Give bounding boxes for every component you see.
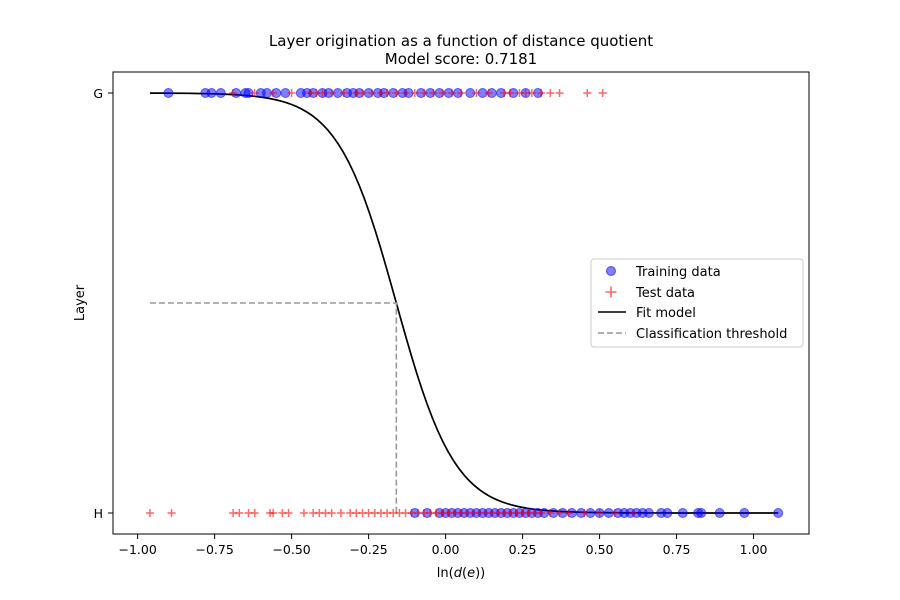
test-point xyxy=(269,89,278,97)
test-point xyxy=(299,509,308,517)
test-point xyxy=(287,89,296,97)
x-axis-label: ln(d(e)) xyxy=(437,566,485,581)
test-point xyxy=(457,89,465,97)
test-point xyxy=(358,89,367,97)
y-tick-label: G xyxy=(93,86,103,101)
chart-subtitle: Model score: 0.7181 xyxy=(385,50,537,68)
test-point xyxy=(229,89,238,97)
test-point xyxy=(598,89,607,97)
training-point xyxy=(206,88,217,98)
training-point xyxy=(739,508,750,518)
training-point xyxy=(773,508,784,518)
test-point xyxy=(392,89,401,97)
test-point xyxy=(420,89,429,97)
training-point xyxy=(215,88,226,98)
test-point xyxy=(318,89,327,97)
x-tick-label: 0.25 xyxy=(509,542,537,557)
x-tick-label: 0.50 xyxy=(586,542,614,557)
x-tick-label: 0.00 xyxy=(432,542,460,557)
y-axis-label: Layer xyxy=(73,284,88,321)
x-tick-label: 0.75 xyxy=(663,542,691,557)
test-point xyxy=(527,89,536,97)
legend-fit-label: Fit model xyxy=(636,306,696,321)
test-point xyxy=(610,509,619,517)
legend: Training data Test data Fit model Classi… xyxy=(590,258,804,348)
training-point xyxy=(662,508,673,518)
legend-training-label: Training data xyxy=(635,265,721,280)
test-point xyxy=(537,89,546,97)
legend-box xyxy=(590,258,804,348)
test-point xyxy=(145,509,154,517)
test-point xyxy=(327,509,336,517)
legend-test-label: Test data xyxy=(635,286,695,301)
test-point xyxy=(401,89,410,97)
training-point xyxy=(163,88,174,98)
test-point xyxy=(555,509,564,517)
legend-threshold-label: Classification threshold xyxy=(636,327,787,342)
test-point xyxy=(339,89,348,97)
legend-training-marker xyxy=(606,266,616,276)
test-point xyxy=(447,89,456,97)
chart-marks xyxy=(145,88,784,518)
test-point xyxy=(269,509,278,517)
classification-threshold-line xyxy=(149,302,398,513)
test-point xyxy=(595,509,604,517)
y-tick-label: H xyxy=(94,506,103,521)
x-tick-label: −0.75 xyxy=(195,542,233,557)
test-point xyxy=(383,89,392,97)
test-point xyxy=(438,89,447,97)
x-tick-label: −0.25 xyxy=(349,542,387,557)
test-point xyxy=(546,509,555,517)
test-point xyxy=(327,89,336,97)
test-point xyxy=(580,509,589,517)
legend-test-marker xyxy=(605,286,617,298)
test-point xyxy=(284,509,293,517)
test-point xyxy=(235,509,244,517)
test-point xyxy=(250,509,259,517)
test-point xyxy=(367,89,376,97)
test-point xyxy=(472,89,481,97)
test-point xyxy=(564,509,573,517)
test-point xyxy=(629,509,638,517)
x-tick-label: 1.00 xyxy=(740,542,768,557)
training-point xyxy=(643,508,654,518)
x-tick-label: −0.50 xyxy=(272,542,310,557)
y-axis: HG xyxy=(93,86,113,521)
test-point xyxy=(506,89,515,97)
training-point xyxy=(714,508,725,518)
test-point xyxy=(429,89,438,97)
test-point xyxy=(555,89,564,97)
test-point xyxy=(546,89,555,97)
test-point xyxy=(410,89,419,97)
plot-frame xyxy=(112,71,810,535)
test-point xyxy=(537,509,546,517)
x-tick-label: −1.00 xyxy=(118,542,156,557)
test-point xyxy=(336,509,345,517)
training-point xyxy=(677,508,688,518)
test-point xyxy=(167,509,176,517)
test-point xyxy=(250,89,259,97)
test-point xyxy=(583,89,592,97)
training-point xyxy=(696,508,707,518)
x-axis: −1.00 −0.75 −0.50 −0.25 0.00 0.25 0.50 0.75 1.00 xyxy=(118,534,768,557)
test-point xyxy=(484,89,493,97)
chart-title: Layer origination as a function of dista… xyxy=(269,32,653,50)
